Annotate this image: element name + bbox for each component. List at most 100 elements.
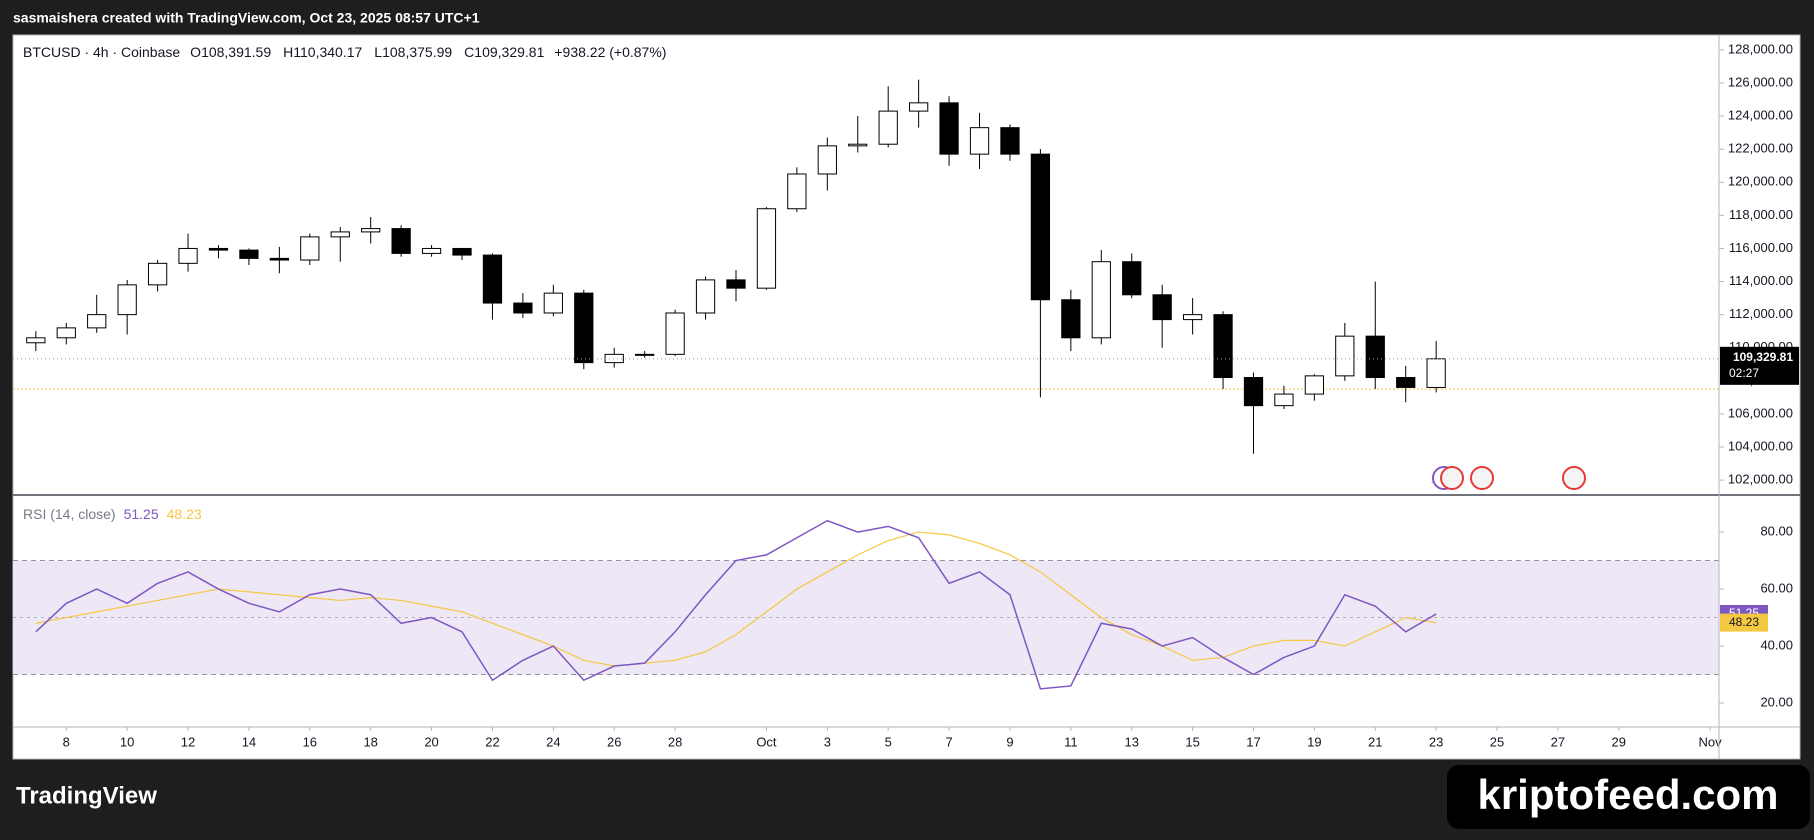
- ohlc-value: 109,329.81: [474, 44, 544, 60]
- last-price-box: [1720, 346, 1799, 385]
- ohlc-name: C: [464, 44, 474, 60]
- candle-body: [1061, 299, 1081, 339]
- candle-body: [756, 208, 777, 289]
- candle-body: [939, 102, 959, 155]
- event-icon: [1440, 466, 1464, 490]
- candle-body: [787, 173, 807, 210]
- x-tick-label: 26: [607, 734, 621, 749]
- x-tick-label: 24: [546, 734, 560, 749]
- candle-body: [1335, 335, 1355, 377]
- y-tick-label: 118,000.00: [1729, 207, 1793, 222]
- y-tick-label: 120,000.00: [1728, 174, 1793, 189]
- candle-body: [26, 337, 46, 344]
- y-tick-label: 106,000.00: [1728, 405, 1793, 420]
- x-tick-label: 28: [668, 734, 682, 749]
- y-tick-label: 114,000.00: [1729, 273, 1793, 288]
- x-tick-label: 12: [181, 734, 195, 749]
- candle-body: [391, 228, 411, 254]
- candle-body: [665, 312, 685, 355]
- candle-body: [1304, 375, 1325, 395]
- last-value-label: 48.23: [1729, 615, 1759, 629]
- y-tick-label: 112,000.00: [1729, 306, 1793, 321]
- candle-body: [269, 257, 289, 261]
- event-icon: [1470, 466, 1494, 490]
- countdown: 02:27: [1729, 366, 1759, 380]
- x-tick-label: 9: [1006, 734, 1013, 749]
- candle-body: [421, 247, 442, 254]
- ohlc-name: H: [283, 44, 293, 60]
- y-tick-label: 60.00: [1760, 580, 1793, 595]
- candle-body: [1152, 294, 1172, 321]
- rsi-legend: RSI (14, close) 51.25 48.23: [23, 506, 202, 522]
- x-tick-label: 5: [885, 734, 892, 749]
- candle-body: [482, 254, 503, 304]
- y-tick-label: 102,000.00: [1728, 472, 1793, 487]
- ohlc-value: 108,391.59: [201, 44, 271, 60]
- x-tick-label: 19: [1307, 734, 1321, 749]
- candle-body: [1182, 314, 1203, 321]
- x-tick-label: 8: [63, 734, 70, 749]
- x-tick-label: 18: [363, 734, 377, 749]
- x-tick-label: 13: [1124, 734, 1138, 749]
- ohlc-name: O: [190, 44, 201, 60]
- x-tick-label: 22: [485, 734, 499, 749]
- x-tick-label: 20: [424, 734, 438, 749]
- candle-body: [969, 127, 990, 155]
- candle-body: [635, 353, 655, 356]
- rsi-line: [35, 531, 1437, 667]
- x-tick-label: 17: [1246, 734, 1260, 749]
- y-tick-label: 126,000.00: [1728, 74, 1793, 89]
- legend-entry: 48.23: [167, 506, 202, 522]
- x-tick-label: 27: [1551, 734, 1565, 749]
- ohlc-name: L: [374, 44, 382, 60]
- candle-body: [1122, 261, 1142, 296]
- candle-body: [117, 284, 137, 316]
- candle-body: [208, 247, 229, 251]
- candle-body: [604, 353, 624, 364]
- footer-brand: TradingView: [16, 782, 157, 809]
- x-tick-label: Nov: [1699, 734, 1723, 749]
- x-tick-label: 29: [1612, 734, 1626, 749]
- x-tick-label: 11: [1064, 734, 1078, 749]
- candle-body: [147, 262, 168, 286]
- x-tick-label: 16: [303, 734, 317, 749]
- candle-body: [878, 110, 898, 145]
- x-tick-label: 7: [945, 734, 952, 749]
- ohlc-value: 110,340.17: [293, 44, 362, 60]
- credit: sasmaishera created with TradingView.com…: [13, 10, 480, 26]
- candle-body: [543, 292, 563, 314]
- legend-entry: 51.25: [124, 506, 159, 522]
- candle-body: [178, 247, 198, 264]
- event-icons: ✦: [1430, 466, 1586, 491]
- candle-body: [1213, 314, 1233, 379]
- y-tick-label: 116,000.00: [1729, 240, 1793, 255]
- y-tick-label: 20.00: [1760, 694, 1793, 709]
- candle-body: [330, 231, 350, 238]
- legend-entry: RSI (14, close): [23, 506, 116, 522]
- candle-body: [1030, 153, 1051, 301]
- ohlc-value: 108,375.99: [382, 44, 452, 60]
- x-tick-label: 23: [1429, 734, 1443, 749]
- candle-body: [56, 327, 76, 339]
- x-tick-label: 10: [120, 734, 134, 749]
- candle-body: [1426, 358, 1446, 388]
- watermark: kriptofeed.com: [1477, 771, 1778, 818]
- x-tick-label: 14: [242, 734, 256, 749]
- x-tick-label: 3: [824, 734, 831, 749]
- candle-body: [817, 145, 837, 175]
- last-value-box: [1720, 613, 1768, 632]
- symbol-legend: BTCUSD · 4h · Coinbase O108,391.59 H110,34…: [23, 44, 666, 60]
- candle-body: [726, 279, 746, 289]
- candle-body: [574, 292, 594, 364]
- candle-body: [361, 228, 381, 233]
- x-tick-label: 25: [1490, 734, 1504, 749]
- y-tick-label: 124,000.00: [1728, 108, 1793, 123]
- y-tick-label: 40.00: [1760, 637, 1793, 652]
- watermark-box: [1447, 765, 1810, 829]
- candle-body: [1365, 335, 1385, 379]
- y-tick-label: 122,000.00: [1728, 141, 1793, 156]
- candle-body: [695, 279, 716, 314]
- x-tick-label: Oct: [756, 734, 777, 749]
